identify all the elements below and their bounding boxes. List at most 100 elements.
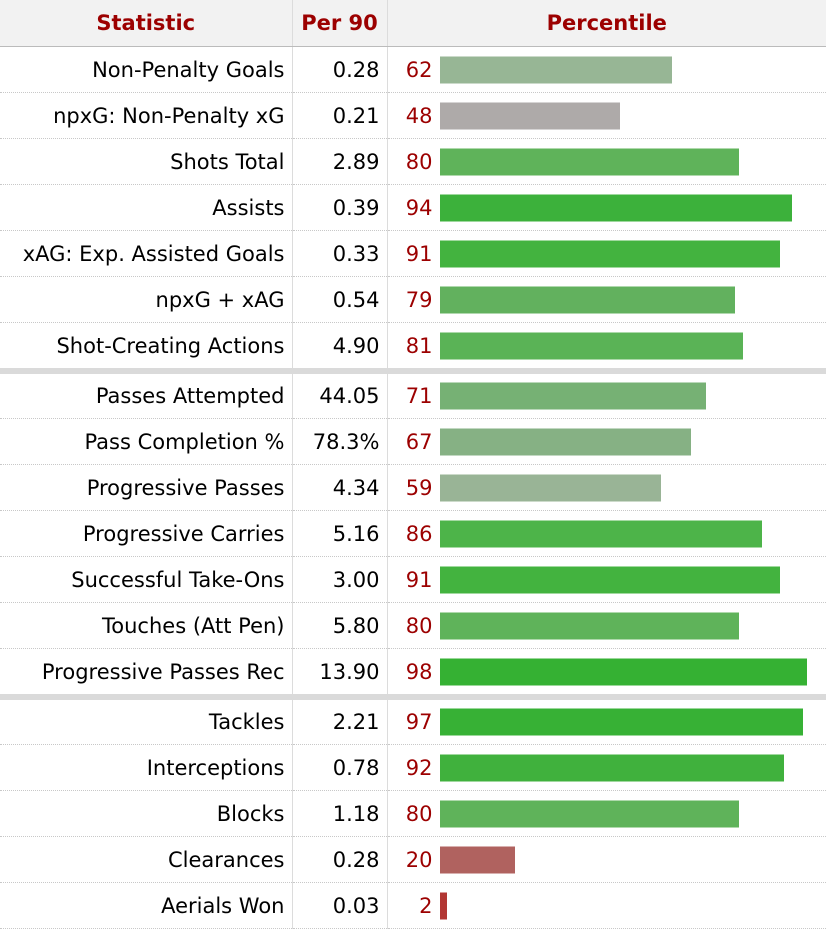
percentile-bar — [439, 800, 739, 827]
per90-value: 5.80 — [292, 602, 388, 649]
percentile-value: 71 — [405, 384, 433, 408]
header-percentile[interactable]: Percentile — [387, 0, 826, 47]
stat-name: Touches (Att Pen) — [0, 602, 293, 649]
percentile-value: 91 — [405, 567, 433, 592]
stat-name: Shot-Creating Actions — [0, 322, 293, 374]
stat-name: npxG: Non-Penalty xG — [0, 92, 293, 139]
per90-value: 2.21 — [292, 697, 388, 745]
percentile-cell: 80 — [387, 790, 826, 837]
percentile-cell: 92 — [387, 744, 826, 791]
table-row: Blocks 1.18 80 — [0, 790, 826, 837]
percentile-cell: 59 — [387, 464, 826, 511]
per90-value: 0.28 — [292, 46, 388, 93]
percentile-bar — [439, 382, 706, 410]
percentile-cell: 67 — [387, 418, 826, 465]
percentile-value: 86 — [405, 521, 433, 546]
table-row: Assists 0.39 94 — [0, 184, 826, 231]
percentile-cell: 48 — [387, 92, 826, 139]
per90-value: 3.00 — [292, 556, 388, 603]
header-statistic[interactable]: Statistic — [0, 0, 293, 47]
stat-name: Pass Completion % — [0, 418, 293, 465]
percentile-cell: 62 — [387, 46, 826, 93]
per90-value: 2.89 — [292, 138, 388, 185]
stat-name: Progressive Passes Rec — [0, 648, 293, 700]
percentile-value: 92 — [405, 755, 433, 780]
per90-value: 0.78 — [292, 744, 388, 791]
table-row: Passes Attempted 44.05 71 — [0, 371, 826, 419]
percentile-bar — [439, 194, 792, 221]
percentile-value: 79 — [405, 287, 433, 312]
table-row: Pass Completion % 78.3% 67 — [0, 418, 826, 465]
percentile-bar — [439, 240, 780, 267]
table-row: Touches (Att Pen) 5.80 80 — [0, 602, 826, 649]
stat-name: Shots Total — [0, 138, 293, 185]
percentile-bar — [439, 474, 661, 501]
percentile-value: 80 — [405, 613, 433, 638]
percentile-cell: 79 — [387, 276, 826, 323]
percentile-value: 2 — [419, 893, 433, 918]
percentile-value: 20 — [405, 847, 433, 872]
percentile-cell: 71 — [387, 371, 826, 419]
per90-value: 0.39 — [292, 184, 388, 231]
percentile-cell: 94 — [387, 184, 826, 231]
percentile-value: 97 — [405, 710, 433, 734]
stat-name: Aerials Won — [0, 882, 293, 929]
percentile-value: 81 — [405, 333, 433, 358]
percentile-cell: 80 — [387, 138, 826, 185]
stat-name: Blocks — [0, 790, 293, 837]
stat-name: Assists — [0, 184, 293, 231]
percentile-bar — [439, 148, 739, 175]
percentile-value: 62 — [405, 57, 433, 82]
per90-value: 5.16 — [292, 510, 388, 557]
percentile-bar — [439, 102, 620, 129]
stat-name: xAG: Exp. Assisted Goals — [0, 230, 293, 277]
per90-value: 44.05 — [292, 371, 388, 419]
stat-name: npxG + xAG — [0, 276, 293, 323]
percentile-bar — [439, 566, 780, 593]
stat-name: Passes Attempted — [0, 371, 293, 419]
percentile-value: 59 — [405, 475, 433, 500]
percentile-cell: 91 — [387, 556, 826, 603]
stat-name: Progressive Carries — [0, 510, 293, 557]
table-row: npxG + xAG 0.54 79 — [0, 276, 826, 323]
per90-value: 1.18 — [292, 790, 388, 837]
stat-name: Non-Penalty Goals — [0, 46, 293, 93]
percentile-cell: 2 — [387, 882, 826, 929]
percentile-value: 80 — [405, 801, 433, 826]
percentile-cell: 91 — [387, 230, 826, 277]
percentile-cell: 20 — [387, 836, 826, 883]
per90-value: 0.03 — [292, 882, 388, 929]
per90-value: 13.90 — [292, 648, 388, 700]
percentile-bar — [439, 612, 739, 639]
header-per90[interactable]: Per 90 — [292, 0, 388, 47]
percentile-cell: 97 — [387, 697, 826, 745]
percentile-bar — [439, 754, 784, 781]
table-row: Interceptions 0.78 92 — [0, 744, 826, 791]
header-row: Statistic Per 90 Percentile — [0, 0, 826, 47]
table-body: Non-Penalty Goals 0.28 62 npxG: Non-Penalty… — [0, 46, 826, 929]
percentile-cell: 98 — [387, 648, 826, 700]
stat-name: Tackles — [0, 697, 293, 745]
stat-name: Clearances — [0, 836, 293, 883]
percentile-cell: 80 — [387, 602, 826, 649]
percentile-cell: 81 — [387, 322, 826, 374]
percentile-cell: 86 — [387, 510, 826, 557]
table-row: xAG: Exp. Assisted Goals 0.33 91 — [0, 230, 826, 277]
table-row: Progressive Carries 5.16 86 — [0, 510, 826, 557]
percentile-bar — [439, 428, 691, 455]
per90-value: 0.54 — [292, 276, 388, 323]
percentile-value: 80 — [405, 149, 433, 174]
per90-value: 4.90 — [292, 322, 388, 374]
percentile-bar — [439, 846, 515, 873]
percentile-bar — [439, 708, 803, 736]
percentile-value: 67 — [405, 429, 433, 454]
stat-name: Progressive Passes — [0, 464, 293, 511]
percentile-bar — [439, 332, 743, 359]
table-row: Non-Penalty Goals 0.28 62 — [0, 46, 826, 93]
table-row: Progressive Passes Rec 13.90 98 — [0, 648, 826, 700]
percentile-bar — [439, 658, 807, 685]
per90-value: 78.3% — [292, 418, 388, 465]
table-row: Clearances 0.28 20 — [0, 836, 826, 883]
percentile-bar — [439, 892, 447, 919]
